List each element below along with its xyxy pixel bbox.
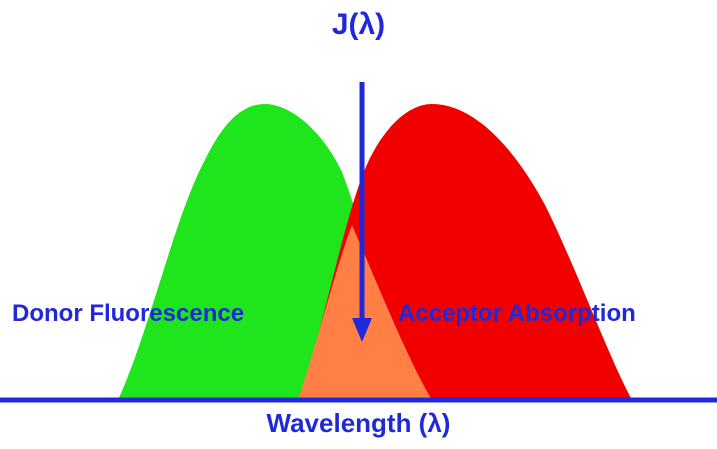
spectral-overlap-region	[298, 225, 432, 400]
donor-fluorescence-label: Donor Fluorescence	[12, 300, 245, 327]
acceptor-absorption-label: Acceptor Absorption	[398, 300, 636, 327]
overlap-integral-label: J(λ)	[331, 8, 386, 41]
wavelength-axis-label: Wavelength (λ)	[266, 408, 451, 438]
overlap-integral-arrowhead	[352, 318, 372, 342]
